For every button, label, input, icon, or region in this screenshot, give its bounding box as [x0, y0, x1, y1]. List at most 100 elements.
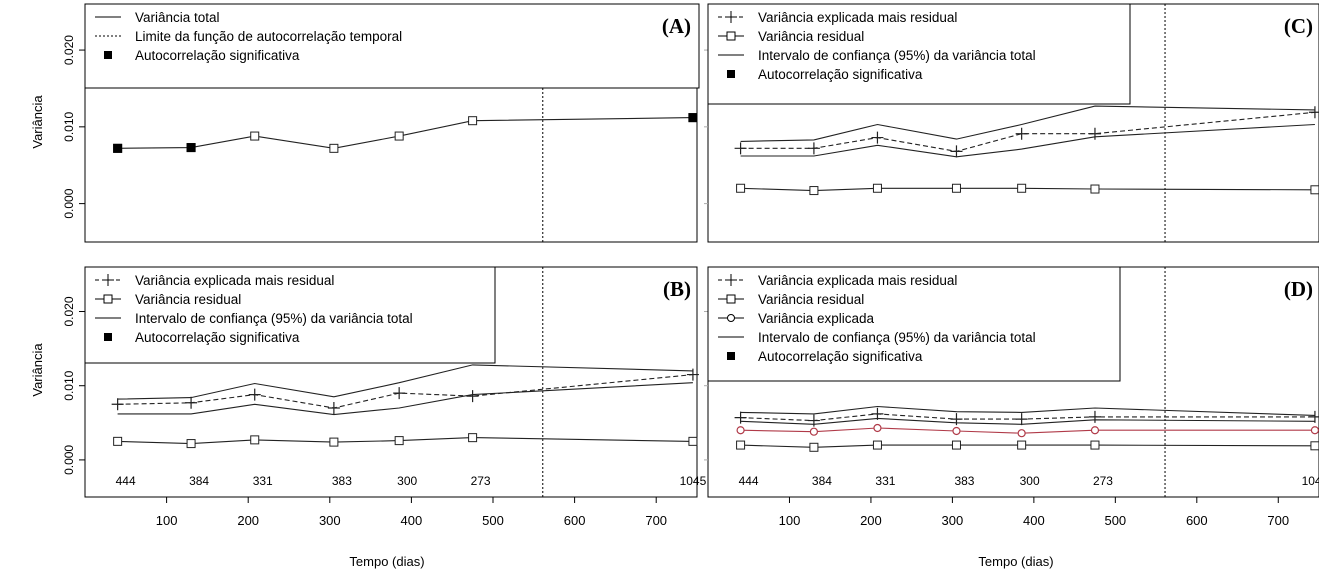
sample-count: 331	[875, 474, 895, 488]
series-line-1	[117, 374, 693, 409]
y-axis-label-top: Variância	[30, 95, 45, 149]
x-axis-label-right: Tempo (dias)	[978, 554, 1053, 569]
series-point-1	[185, 396, 198, 409]
series-point-3	[1310, 426, 1319, 435]
series-point-1	[111, 398, 124, 411]
series-point-2	[186, 439, 196, 449]
y-tick-label: 0.000	[62, 445, 76, 475]
series-point-2	[1017, 183, 1027, 193]
significant-point	[186, 143, 196, 153]
series-line-1	[740, 413, 1315, 422]
series-point-1	[1308, 106, 1319, 119]
series-point-2	[1090, 440, 1100, 450]
series-line-1	[740, 111, 1315, 152]
series-line-3	[740, 427, 1315, 434]
legend-box	[84, 3, 700, 89]
series-point-2	[113, 436, 123, 446]
sample-count: 444	[739, 474, 759, 488]
series-line-2	[740, 187, 1315, 192]
series-line-2	[740, 444, 1315, 448]
series-point-2	[329, 437, 339, 447]
x-tick-label: 300	[942, 513, 964, 528]
x-tick-label: 600	[1186, 513, 1208, 528]
x-tick-label: 700	[645, 513, 667, 528]
series-point-1	[394, 131, 404, 141]
x-tick-label: 500	[482, 513, 504, 528]
series-point-1	[734, 411, 747, 424]
series-point-2	[809, 442, 819, 452]
legend-label: Autocorrelação significativa	[758, 67, 923, 82]
series-point-1	[329, 143, 339, 153]
sample-count: 300	[1020, 474, 1040, 488]
series-point-1	[734, 142, 747, 155]
series-point-2	[688, 436, 698, 446]
sample-count: 331	[253, 474, 273, 488]
legend-key-circle	[727, 314, 735, 322]
series-point-1	[468, 116, 478, 126]
sample-count: 383	[954, 474, 974, 488]
sample-count: 273	[1093, 474, 1113, 488]
significant-point	[688, 113, 698, 123]
series-point-3	[873, 423, 882, 433]
legend-label: Limite da função de autocorrelação tempo…	[135, 29, 402, 44]
y-axis-label-bottom: Variância	[30, 343, 45, 397]
panel-letter: (B)	[663, 277, 691, 301]
panel-letter: (C)	[1284, 14, 1313, 38]
legend-label: Autocorrelação significativa	[758, 349, 923, 364]
legend-label: Intervalo de confiança (95%) da variânci…	[135, 311, 413, 326]
series-point-2	[736, 440, 746, 450]
series-point-1	[393, 387, 406, 400]
series-point-3	[736, 426, 745, 435]
series-point-2	[394, 436, 404, 446]
x-axis-label-left: Tempo (dias)	[349, 554, 424, 569]
legend-label: Intervalo de confiança (95%) da variânci…	[758, 48, 1036, 63]
series-point-2	[951, 183, 961, 193]
y-tick-label: 0.010	[62, 370, 76, 400]
x-tick-label: 100	[156, 513, 178, 528]
x-tick-label: 100	[779, 513, 801, 528]
series-point-2	[1310, 441, 1319, 451]
legend: Variância explicada mais residual Variânc…	[707, 3, 1131, 105]
sample-count: 384	[812, 474, 832, 488]
panel-1: 0.000 0.010 0.020 Variância total Limite da …	[62, 3, 700, 243]
series-line-1	[117, 117, 693, 149]
x-tick-label: 200	[860, 513, 882, 528]
series-line-4	[117, 382, 693, 416]
legend-key-plus-icon	[102, 274, 114, 286]
legend-box	[84, 266, 496, 364]
series-line-4	[740, 123, 1315, 158]
x-tick-label: 500	[1104, 513, 1126, 528]
panel-2: 0.000 0.010 0.020 100 200 300 400 500 600 700 444 3…	[62, 266, 707, 528]
series-point-3	[809, 427, 819, 436]
series-point-1	[1015, 413, 1028, 426]
legend-label: Variância residual	[135, 292, 241, 307]
series-point-1	[248, 388, 261, 401]
legend-key-open-square	[726, 294, 736, 304]
x-tick-label: 400	[1023, 513, 1045, 528]
legend-box	[707, 3, 1131, 105]
sample-count: 300	[397, 474, 417, 488]
sample-count: 1045	[680, 474, 707, 488]
legend-key-open-square	[726, 31, 736, 41]
legend-label: Autocorrelação significativa	[135, 330, 300, 345]
series-point-1	[327, 401, 340, 414]
series-point-2	[1017, 440, 1027, 450]
series-point-2	[1310, 185, 1319, 195]
series-point-2	[736, 183, 746, 193]
series-point-3	[1017, 429, 1026, 438]
series-line-3	[740, 105, 1315, 142]
series-point-2	[872, 440, 882, 450]
series-point-2	[468, 433, 478, 443]
legend-key-open-square	[103, 294, 113, 304]
legend-box	[707, 266, 1121, 382]
legend-label: Variância explicada mais residual	[758, 273, 957, 288]
series-point-3	[952, 426, 961, 436]
y-tick-label: 0.000	[62, 188, 76, 218]
series-point-1	[466, 390, 479, 403]
series-point-2	[809, 186, 819, 196]
x-tick-label: 700	[1267, 513, 1289, 528]
legend-label: Variância explicada mais residual	[135, 273, 334, 288]
series-point-2	[250, 435, 260, 445]
series-line-3	[117, 364, 693, 400]
